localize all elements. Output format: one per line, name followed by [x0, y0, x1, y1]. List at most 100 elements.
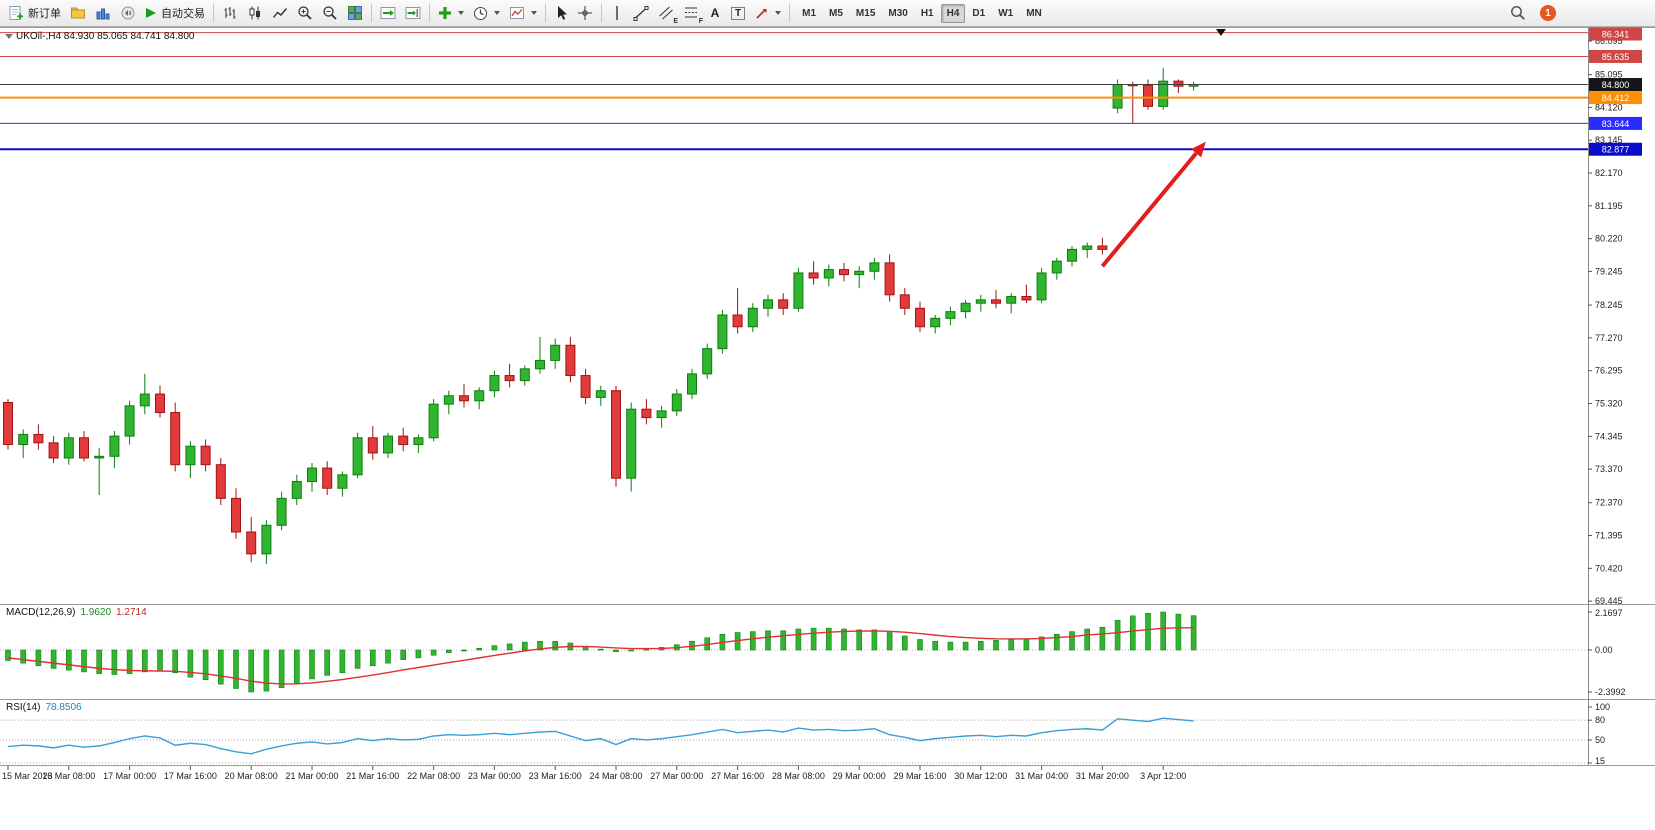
timeframe-button-w1[interactable]: W1 — [998, 7, 1014, 19]
svg-text:71.395: 71.395 — [1595, 531, 1623, 541]
chevron-down-icon — [494, 11, 500, 15]
toolbar-separator — [601, 4, 602, 22]
zoom-out-button[interactable] — [318, 2, 342, 24]
timeframe-group: M1 M5 M15 M30 H1 H4 D1 W1 MN — [796, 3, 1048, 23]
rsi-axis: 100 80 50 15 — [1588, 702, 1610, 766]
svg-text:21 Mar 16:00: 21 Mar 16:00 — [346, 771, 399, 781]
timeframe-button-m5[interactable]: M5 — [829, 7, 843, 19]
svg-text:27 Mar 00:00: 27 Mar 00:00 — [650, 771, 703, 781]
timeframe-button-h1[interactable]: H1 — [920, 7, 934, 19]
svg-text:82.170: 82.170 — [1595, 168, 1623, 178]
timeframe-button-m30[interactable]: M30 — [888, 7, 908, 19]
sounds-button[interactable] — [116, 2, 140, 24]
chevron-down-icon — [458, 11, 464, 15]
autotrading-button[interactable]: 自动交易 — [141, 2, 209, 24]
chevron-down-icon — [775, 11, 782, 15]
svg-text:84.412: 84.412 — [1602, 93, 1630, 103]
profiles-icon — [71, 7, 85, 19]
svg-text:85.635: 85.635 — [1602, 52, 1630, 62]
svg-text:79.245: 79.245 — [1595, 266, 1623, 276]
bar-chart-mode-button[interactable] — [218, 2, 242, 24]
zoom-in-button[interactable] — [293, 2, 317, 24]
auto-scroll-icon — [380, 7, 396, 19]
svg-text:31 Mar 20:00: 31 Mar 20:00 — [1076, 771, 1129, 781]
timeframe-button-d1[interactable]: D1 — [972, 7, 986, 19]
svg-text:29 Mar 16:00: 29 Mar 16:00 — [893, 771, 946, 781]
timeframe-button-mn[interactable]: MN — [1026, 7, 1042, 19]
fibonacci-tool-button[interactable]: F — [679, 2, 703, 25]
svg-text:-2.3992: -2.3992 — [1595, 687, 1626, 697]
channel-tool-button[interactable]: E — [654, 2, 678, 25]
svg-text:81.195: 81.195 — [1595, 201, 1623, 211]
svg-text:24 Mar 08:00: 24 Mar 08:00 — [589, 771, 642, 781]
chart-shift-button[interactable] — [401, 2, 425, 24]
line-chart-mode-button[interactable] — [268, 2, 292, 24]
rsi-value: 78.8506 — [45, 702, 82, 713]
chart-background — [0, 27, 1655, 785]
toolbar: 新订单 自动交易 — [0, 0, 1655, 27]
label-tool-button[interactable]: T — [727, 2, 749, 24]
autotrading-label: 自动交易 — [161, 8, 205, 20]
macd-signal-value: 1.2714 — [116, 607, 147, 618]
new-order-button[interactable]: 新订单 — [4, 2, 65, 24]
price-axis: 86.095 85.095 84.120 83.145 82.170 81.195 80.2… — [1588, 36, 1623, 606]
periods-button[interactable] — [469, 2, 504, 24]
chart-shift-icon — [405, 7, 421, 19]
tile-windows-button[interactable] — [343, 2, 367, 24]
crosshair-tool-button[interactable] — [573, 2, 597, 24]
arrow-object-icon — [756, 8, 767, 19]
fibonacci-icon — [685, 7, 697, 18]
panel-borders — [0, 27, 1655, 766]
cursor-icon — [558, 6, 567, 20]
toolbar-separator — [371, 4, 372, 22]
cursor-tool-button[interactable] — [550, 2, 572, 24]
arrows-tool-button[interactable] — [750, 2, 785, 24]
template-icon — [510, 7, 524, 19]
svg-text:100: 100 — [1595, 702, 1610, 712]
svg-text:23 Mar 16:00: 23 Mar 16:00 — [529, 771, 582, 781]
macd-main-value: 1.9620 — [80, 607, 112, 618]
one-click-trading-toggle[interactable] — [5, 34, 13, 39]
timeframe-button-m1[interactable]: M1 — [802, 7, 817, 19]
svg-text:86.341: 86.341 — [1602, 30, 1630, 40]
svg-text:17 Mar 00:00: 17 Mar 00:00 — [103, 771, 156, 781]
profiles-button[interactable] — [66, 2, 90, 24]
templates-button[interactable] — [505, 2, 541, 24]
timeframe-button-m15[interactable]: M15 — [855, 7, 876, 19]
sounds-icon — [121, 6, 135, 20]
macd-axis: 2.1697 0.00 -2.3992 — [1588, 608, 1626, 697]
timeframe-button-h4[interactable]: H4 — [940, 3, 966, 23]
svg-text:77.270: 77.270 — [1595, 333, 1623, 343]
trendline-tool-button[interactable] — [629, 2, 653, 24]
svg-text:15: 15 — [1595, 756, 1605, 766]
line-chart-icon — [272, 8, 288, 18]
toolbar-separator — [213, 4, 214, 22]
indicators-button[interactable] — [434, 2, 468, 24]
price-tags: 86.341 85.635 84.800 84.412 83.644 82.877 — [1589, 27, 1642, 156]
text-tool-button[interactable]: A — [704, 2, 726, 24]
candlestick-mode-button[interactable] — [243, 2, 267, 24]
price-lines — [0, 32, 1588, 151]
toolbar-separator — [789, 4, 791, 22]
label-tool-icon: T — [731, 6, 746, 20]
rsi-plot — [7, 717, 1194, 755]
vertical-line-tool-button[interactable] — [606, 2, 628, 24]
zoom-out-icon — [323, 6, 337, 20]
trend-arrow — [1100, 141, 1206, 268]
trendline-icon — [633, 6, 649, 21]
macd-indicator-label: MACD(12,26,9) 1.9620 1.2714 — [6, 607, 147, 618]
svg-text:17 Mar 16:00: 17 Mar 16:00 — [164, 771, 217, 781]
market-watch-button[interactable] — [91, 2, 115, 24]
svg-text:16 Mar 08:00: 16 Mar 08:00 — [42, 771, 95, 781]
svg-text:21 Mar 00:00: 21 Mar 00:00 — [285, 771, 338, 781]
fibonacci-tool-letter: F — [698, 18, 703, 25]
zoom-in-icon — [298, 6, 312, 20]
symbol-ohlc-info: UKOil-,H4 84.930 85.065 84.741 84.800 — [16, 31, 195, 42]
svg-text:82.877: 82.877 — [1602, 145, 1630, 155]
auto-scroll-button[interactable] — [376, 2, 400, 24]
clock-icon — [474, 6, 487, 20]
notification-badge[interactable]: 1 — [1540, 5, 1556, 21]
search-button[interactable] — [1506, 2, 1530, 24]
